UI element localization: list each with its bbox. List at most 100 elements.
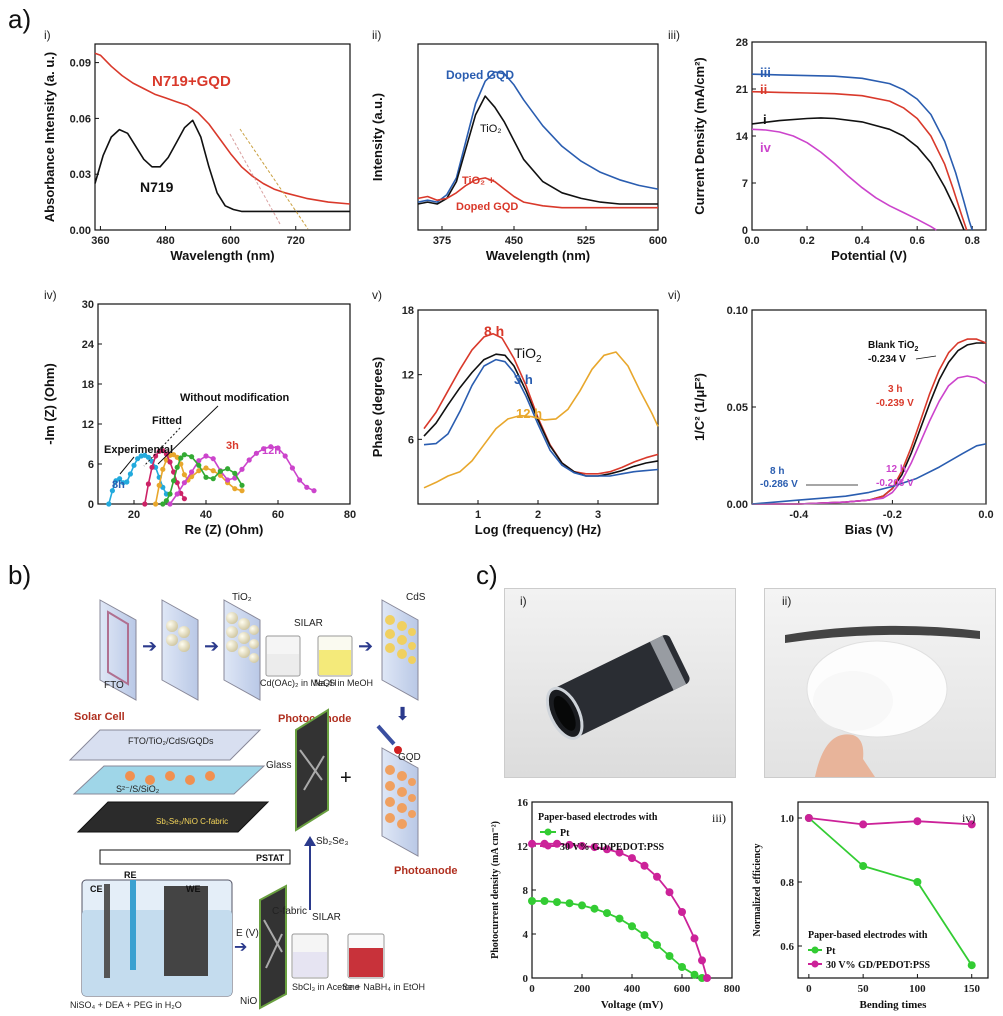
label-photoanode: Photoanode	[394, 865, 458, 877]
sub-c-iii: iii)	[712, 811, 726, 825]
data-point	[174, 491, 180, 497]
label-ce: CE	[90, 884, 103, 894]
data-point	[210, 468, 216, 474]
sub-a-vi: vi)	[668, 288, 681, 302]
x-tick-label: 3	[595, 509, 601, 521]
a-i-annotations: N719+GQD N719	[140, 73, 309, 230]
electrochemical-cell	[81, 879, 233, 997]
series-line-iii	[751, 73, 973, 231]
label-doped-gqd: Doped GQD	[446, 68, 514, 82]
cds-particles	[385, 615, 416, 664]
series-line-12-h	[423, 351, 659, 489]
x-tick-label: 375	[433, 235, 451, 247]
data-point	[678, 908, 686, 916]
series-line-3-h	[423, 358, 659, 477]
pstat-box	[99, 849, 291, 865]
x-tick-label: 0.0	[978, 509, 993, 521]
series-line-12-h	[752, 375, 987, 505]
a-iv-annotations: Without modification Fitted Experimental…	[104, 392, 290, 491]
label-12h-vi: 12 h	[886, 464, 906, 475]
data-point	[189, 469, 195, 475]
y-tick-label: 14	[736, 131, 749, 143]
x-tick-label: 20	[128, 509, 140, 521]
chart-paper-jv: 0 200 400 600 800 0 4 8 12 16 Voltage (mV) Photocur…	[490, 797, 741, 1011]
data-point	[145, 481, 151, 487]
data-point	[124, 479, 130, 485]
label-na-beaker: Na₂S in MeOH	[314, 678, 373, 688]
label-i: i	[763, 112, 767, 127]
data-point	[210, 456, 216, 462]
x-tick-label: 150	[963, 983, 980, 995]
data-point	[127, 471, 133, 477]
arrow-3: ➔	[358, 636, 373, 656]
label-gqd: GQD	[398, 752, 421, 763]
arrow-down: ⬇	[395, 704, 410, 724]
data-point	[196, 458, 202, 464]
y-tick-label: 0.00	[70, 225, 91, 237]
bent-cell-graphic	[785, 625, 980, 777]
c-fabric-electrode	[259, 884, 287, 1010]
data-point	[203, 465, 209, 471]
y-tick-label: 6	[408, 434, 414, 446]
x-tick-label: 0.8	[965, 235, 980, 247]
dropper	[376, 724, 402, 754]
photo-rolled-cell	[504, 588, 736, 778]
series-line-ii	[751, 90, 968, 231]
data-point	[528, 897, 536, 905]
rolled-cell-graphic	[545, 634, 690, 740]
sub-c-iv: iv)	[962, 811, 975, 825]
data-point	[160, 466, 166, 472]
x-axis-title: Bias (V)	[845, 522, 893, 537]
data-point	[665, 952, 674, 960]
x-tick-label: 600	[221, 235, 239, 247]
label-glass: Glass	[266, 760, 292, 771]
data-point	[145, 454, 151, 460]
y-tick-label: 0.10	[727, 305, 748, 317]
fabrication-schematic: FTO ➔ ➔ TiO₂ SILAR Cd(OAc)₂ in MeOH Na₂S…	[68, 592, 458, 1010]
y-tick-label: 0	[88, 499, 94, 511]
y-axis-title: 1/C² (1/μF²)	[692, 373, 707, 441]
data-point	[640, 931, 649, 940]
x-tick-label: 720	[287, 235, 305, 247]
label-3h: 3h	[226, 440, 239, 452]
chart-nyquist: 20 40 60 80 0 6 12 18 24 30 Re (Z) (Ohm) -Im (Z) (O…	[42, 299, 356, 537]
data-point	[160, 448, 166, 454]
label-electrolyte: S²⁻/S/SiO₂	[116, 784, 160, 794]
chart-pl-intensity: 375 450 525 600 Wavelength (nm) Intensity (a.…	[370, 43, 667, 263]
label-8h: 8h	[112, 479, 125, 491]
series-line-iv	[751, 128, 937, 231]
data-point	[167, 501, 173, 507]
x-tick-label: 40	[200, 509, 212, 521]
x-tick-label: 80	[344, 509, 356, 521]
y-axis-title: Photocurrent density (mA cm⁻²)	[490, 821, 501, 959]
data-point	[232, 470, 238, 476]
series-line-doped-gqd	[417, 71, 659, 203]
y-tick-label: 0.06	[70, 113, 91, 125]
data-point	[239, 466, 245, 472]
beaker-cd	[265, 635, 301, 677]
x-tick-label: 360	[91, 235, 109, 247]
data-point	[282, 453, 288, 459]
panel-a-label: a)	[8, 4, 32, 34]
data-point	[217, 472, 223, 478]
data-point	[640, 861, 649, 870]
data-point	[232, 486, 238, 492]
label-8h-v: 8 h	[484, 323, 504, 339]
data-point	[859, 820, 868, 829]
label-sbcl: SbCl₃ in Acetone	[292, 982, 360, 992]
a-v-annotations: 8 h TiO2 3 h 12 h	[484, 323, 542, 421]
data-point	[174, 464, 180, 470]
data-point	[698, 956, 706, 965]
label-ev: E (V)	[236, 928, 259, 939]
data-point	[149, 464, 155, 470]
x-tick-label: 400	[624, 983, 641, 995]
data-point	[131, 462, 137, 468]
data-point	[703, 974, 711, 982]
label-n719-gqd: N719+GQD	[152, 73, 231, 90]
legend-pt-c-iii: Pt	[560, 828, 570, 839]
data-point	[913, 878, 922, 886]
x-axis-title: Wavelength (nm)	[486, 248, 590, 263]
data-point	[297, 477, 303, 483]
y-tick-label: 18	[82, 379, 94, 391]
x-tick-label: 50	[858, 983, 870, 995]
